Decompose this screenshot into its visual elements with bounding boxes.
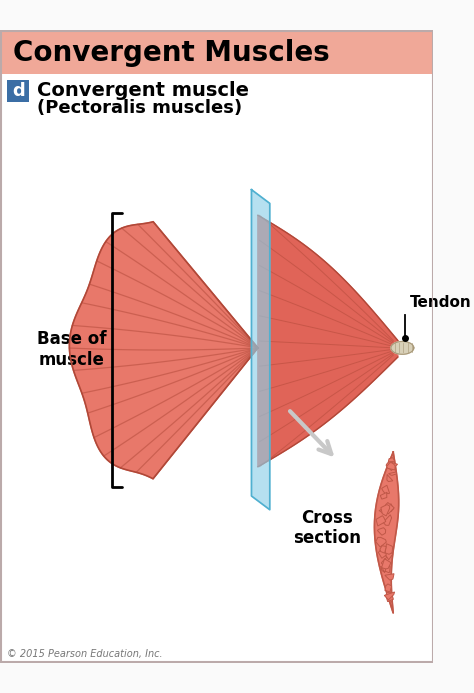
Polygon shape xyxy=(388,457,395,462)
Polygon shape xyxy=(376,537,386,547)
Polygon shape xyxy=(376,516,386,526)
Text: Convergent Muscles: Convergent Muscles xyxy=(13,40,329,67)
Polygon shape xyxy=(387,462,395,470)
Polygon shape xyxy=(382,559,391,569)
Polygon shape xyxy=(387,475,393,482)
Polygon shape xyxy=(381,505,390,516)
Polygon shape xyxy=(252,190,270,510)
Polygon shape xyxy=(382,485,390,493)
Polygon shape xyxy=(377,527,386,535)
Polygon shape xyxy=(388,595,392,602)
Polygon shape xyxy=(381,566,385,572)
Polygon shape xyxy=(258,216,398,467)
Polygon shape xyxy=(386,504,393,511)
Polygon shape xyxy=(386,593,393,602)
Polygon shape xyxy=(383,552,390,558)
Text: (Pectoralis muscles): (Pectoralis muscles) xyxy=(36,99,242,117)
Polygon shape xyxy=(389,472,397,475)
Polygon shape xyxy=(384,502,394,514)
Polygon shape xyxy=(391,342,414,354)
Polygon shape xyxy=(385,584,392,592)
Polygon shape xyxy=(385,574,394,580)
Polygon shape xyxy=(384,592,394,599)
Polygon shape xyxy=(69,222,258,479)
Text: Base of
muscle: Base of muscle xyxy=(36,331,106,369)
Polygon shape xyxy=(385,544,393,554)
Text: Tendon: Tendon xyxy=(410,295,472,310)
Polygon shape xyxy=(378,550,386,559)
Polygon shape xyxy=(386,462,398,471)
Polygon shape xyxy=(380,545,386,553)
Polygon shape xyxy=(379,507,388,515)
Polygon shape xyxy=(381,558,387,565)
Polygon shape xyxy=(385,566,390,572)
Polygon shape xyxy=(383,515,392,525)
Text: d: d xyxy=(12,82,25,100)
Text: Convergent muscle: Convergent muscle xyxy=(36,81,248,100)
Polygon shape xyxy=(382,549,388,554)
Polygon shape xyxy=(380,492,387,499)
Polygon shape xyxy=(384,552,393,560)
Text: © 2015 Pearson Education, Inc.: © 2015 Pearson Education, Inc. xyxy=(7,649,163,659)
Bar xyxy=(0,30,433,73)
Text: Cross
section: Cross section xyxy=(293,509,361,547)
Polygon shape xyxy=(374,452,399,613)
Bar xyxy=(7,80,29,102)
